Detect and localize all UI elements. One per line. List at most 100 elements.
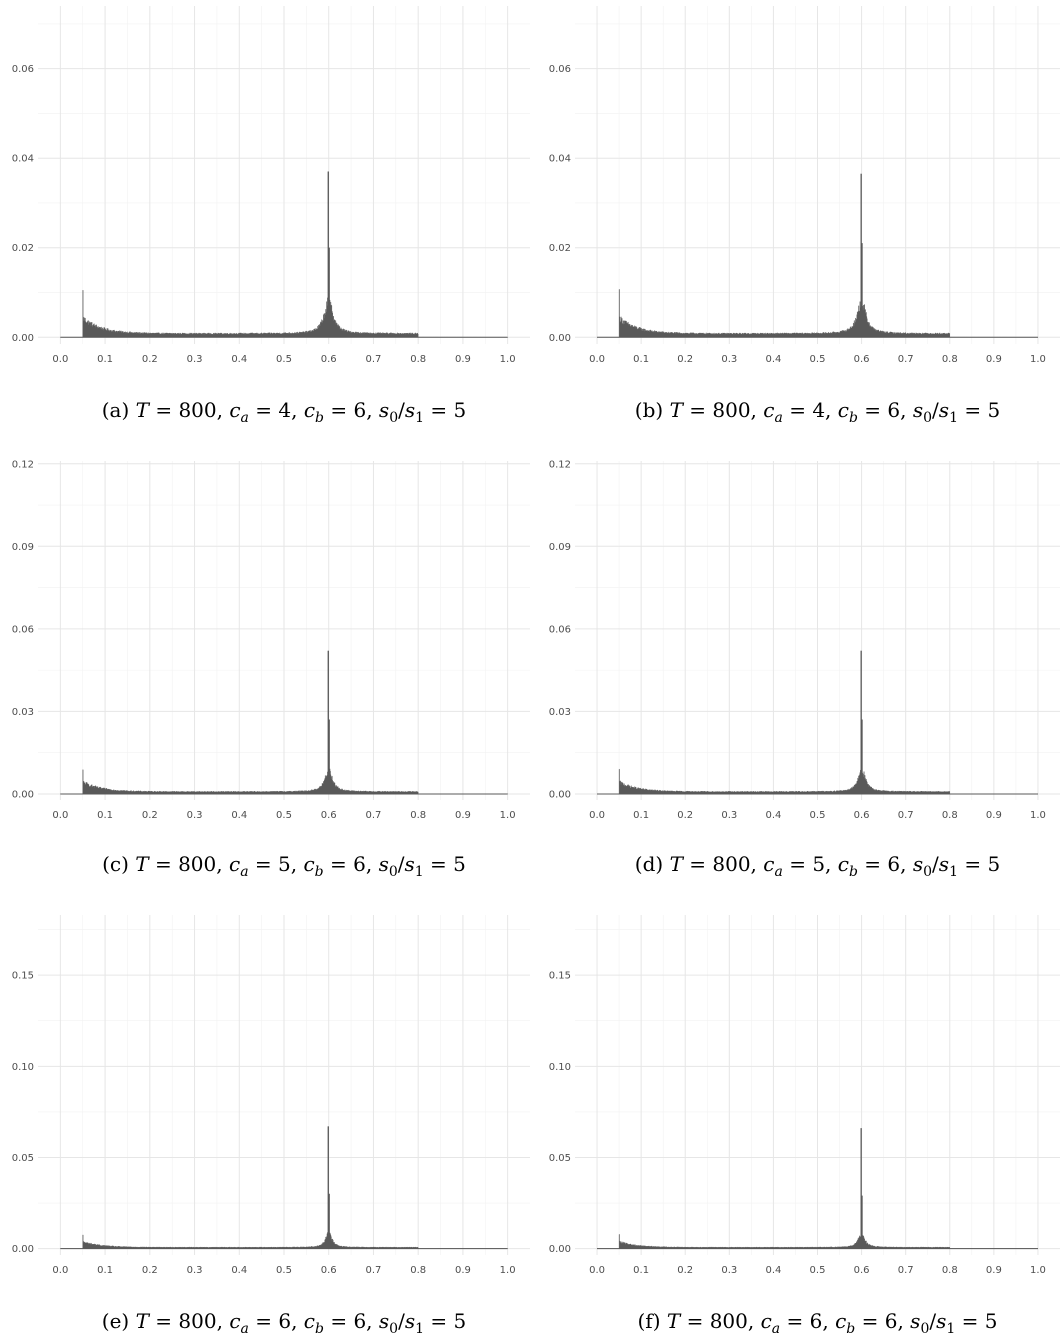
y-tick-label: 0.06 (549, 624, 571, 635)
histogram-bars (60, 1126, 508, 1249)
x-tick-label: 1.0 (500, 810, 516, 821)
x-tick-label: 1.0 (1030, 810, 1046, 821)
x-tick-label: 0.1 (97, 810, 113, 821)
x-tick-label: 0.5 (276, 810, 292, 821)
y-tick-label: 0.15 (549, 971, 571, 982)
x-tick-label: 0.4 (231, 810, 247, 821)
x-tick-label: 0.7 (898, 1265, 914, 1276)
x-tick-label: 0.0 (589, 810, 605, 821)
x-tick-label: 0.9 (455, 1265, 471, 1276)
x-tick-label: 0.3 (721, 1265, 737, 1276)
x-tick-label: 0.2 (677, 354, 693, 365)
x-tick-label: 0.7 (366, 810, 382, 821)
y-tick-label: 0.10 (549, 1062, 571, 1073)
x-tick-label: 0.6 (854, 354, 870, 365)
y-tick-label: 0.00 (549, 1244, 571, 1255)
x-tick-label: 0.8 (942, 354, 958, 365)
x-tick-label: 0.7 (366, 1265, 382, 1276)
x-tick-label: 0.7 (898, 810, 914, 821)
y-tick-label: 0.04 (549, 154, 571, 165)
histogram-bars (60, 650, 508, 795)
x-tick-label: 0.3 (187, 810, 203, 821)
x-tick-label: 0.1 (633, 354, 649, 365)
x-tick-label: 0.3 (721, 354, 737, 365)
x-tick-label: 0.4 (231, 1265, 247, 1276)
y-tick-label: 0.02 (12, 243, 34, 254)
x-tick-label: 0.1 (633, 1265, 649, 1276)
x-tick-label: 0.1 (97, 1265, 113, 1276)
x-tick-label: 0.9 (986, 810, 1002, 821)
x-tick-label: 0.5 (810, 810, 826, 821)
x-tick-label: 0.8 (942, 1265, 958, 1276)
x-tick-label: 0.0 (52, 810, 68, 821)
x-tick-label: 0.4 (765, 1265, 781, 1276)
y-tick-label: 0.12 (12, 459, 34, 470)
x-tick-label: 1.0 (500, 354, 516, 365)
x-tick-label: 0.9 (986, 354, 1002, 365)
x-tick-label: 0.2 (677, 1265, 693, 1276)
x-tick-label: 0.9 (986, 1265, 1002, 1276)
chart-panel-e: 0.0 0.1 0.2 0.3 0.4 0.5 0.6 0.7 0.8 0.9 1.0 0.00 0.0… (12, 915, 530, 1337)
x-tick-label: 0.7 (898, 354, 914, 365)
chart-panel-c: 0.0 0.1 0.2 0.3 0.4 0.5 0.6 0.7 0.8 0.9 1.0 0.00 0.0… (12, 459, 530, 880)
x-tick-label: 0.0 (52, 1265, 68, 1276)
chart-panel-d: 0.0 0.1 0.2 0.3 0.4 0.5 0.6 0.7 0.8 0.9 1.0 0.00 0.0… (549, 459, 1060, 880)
x-tick-label: 0.6 (321, 354, 337, 365)
x-tick-label: 0.9 (455, 354, 471, 365)
y-tick-label: 0.10 (12, 1062, 34, 1073)
subfigure-caption: (e) T = 800, ca = 6, cb = 6, s0/s1 = 5 (102, 1309, 466, 1337)
y-tick-label: 0.00 (549, 333, 571, 344)
x-tick-label: 0.6 (854, 810, 870, 821)
y-tick-label: 0.03 (12, 707, 34, 718)
histogram-bars (597, 650, 1039, 795)
y-tick-label: 0.06 (549, 64, 571, 75)
y-tick-label: 0.09 (12, 542, 34, 553)
y-tick-label: 0.00 (12, 789, 34, 800)
x-tick-label: 0.8 (410, 354, 426, 365)
x-tick-label: 0.1 (97, 354, 113, 365)
x-tick-label: 0.5 (276, 1265, 292, 1276)
x-tick-label: 0.3 (187, 354, 203, 365)
y-tick-label: 0.06 (12, 624, 34, 635)
x-tick-label: 0.8 (410, 1265, 426, 1276)
x-tick-label: 0.6 (321, 1265, 337, 1276)
y-tick-label: 0.12 (549, 459, 571, 470)
x-tick-label: 0.4 (765, 810, 781, 821)
subfigure-caption: (f) T = 800, ca = 6, cb = 6, s0/s1 = 5 (638, 1309, 998, 1337)
x-tick-label: 1.0 (500, 1265, 516, 1276)
subfigure-caption: (d) T = 800, ca = 5, cb = 6, s0/s1 = 5 (635, 852, 1000, 880)
histogram-bars (597, 1128, 1039, 1249)
x-tick-label: 0.6 (321, 810, 337, 821)
x-tick-label: 0.0 (589, 1265, 605, 1276)
x-tick-label: 0.3 (187, 1265, 203, 1276)
chart-panel-b: 0.0 0.1 0.2 0.3 0.4 0.5 0.6 0.7 0.8 0.9 1.0 0.00 0.0… (549, 6, 1060, 426)
chart-panel-a: 0.0 0.1 0.2 0.3 0.4 0.5 0.6 0.7 0.8 0.9 1.0 0.00 0.0… (12, 6, 530, 426)
x-tick-label: 0.2 (142, 1265, 158, 1276)
y-tick-label: 0.00 (12, 333, 34, 344)
chart-panel-f: 0.0 0.1 0.2 0.3 0.4 0.5 0.6 0.7 0.8 0.9 1.0 0.00 0.0… (549, 915, 1060, 1337)
x-tick-label: 0.7 (366, 354, 382, 365)
y-tick-label: 0.02 (549, 243, 571, 254)
x-tick-label: 0.2 (677, 810, 693, 821)
x-tick-label: 0.5 (810, 1265, 826, 1276)
x-tick-label: 0.5 (810, 354, 826, 365)
x-tick-label: 1.0 (1030, 354, 1046, 365)
x-tick-label: 0.4 (765, 354, 781, 365)
x-tick-label: 1.0 (1030, 1265, 1046, 1276)
x-tick-label: 0.2 (142, 810, 158, 821)
y-tick-label: 0.03 (549, 707, 571, 718)
x-tick-label: 0.1 (633, 810, 649, 821)
y-tick-label: 0.00 (12, 1244, 34, 1255)
x-tick-label: 0.8 (942, 810, 958, 821)
subfigure-caption: (a) T = 800, ca = 4, cb = 6, s0/s1 = 5 (102, 398, 467, 426)
y-tick-label: 0.05 (12, 1153, 34, 1164)
y-tick-label: 0.04 (12, 154, 34, 165)
y-tick-label: 0.05 (549, 1153, 571, 1164)
subfigure-caption: (c) T = 800, ca = 5, cb = 6, s0/s1 = 5 (102, 852, 466, 880)
x-tick-label: 0.2 (142, 354, 158, 365)
subfigure-caption: (b) T = 800, ca = 4, cb = 6, s0/s1 = 5 (635, 398, 1000, 426)
y-tick-label: 0.00 (549, 789, 571, 800)
x-tick-label: 0.3 (721, 810, 737, 821)
y-tick-label: 0.06 (12, 64, 34, 75)
